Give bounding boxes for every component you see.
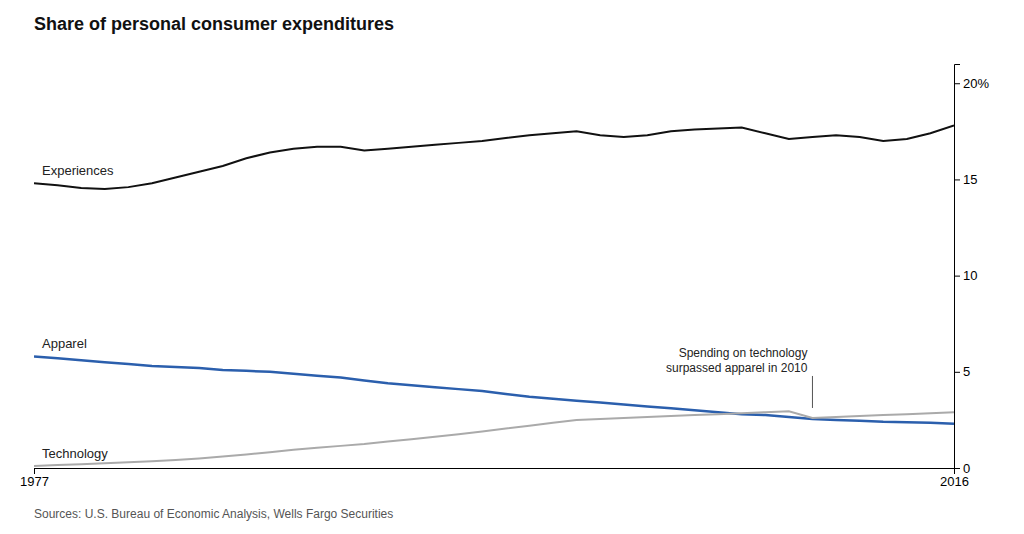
annotation: Spending on technologysurpassed apparel …: [666, 346, 808, 375]
x-axis: 1977 2016: [20, 468, 969, 489]
tick: 15: [954, 172, 977, 187]
tick-mark: [954, 83, 960, 84]
tick-label: 20%: [963, 76, 989, 91]
axis-line: [35, 469, 955, 475]
tick-mark: [34, 468, 35, 474]
tick: 5: [954, 364, 970, 379]
chart: 1977 20160 5 10 15 20% Experiences Apparel Techn…: [0, 0, 1024, 534]
series-line: [34, 126, 954, 189]
series-line: [34, 411, 954, 466]
series-label: Apparel: [42, 336, 87, 351]
tick-mark: [954, 372, 960, 373]
tick-label: 2016: [940, 474, 969, 489]
tick-label: 10: [963, 268, 977, 283]
tick: 20%: [954, 76, 989, 91]
series-label: Experiences: [42, 163, 114, 178]
tick: 0: [954, 461, 970, 476]
source: Sources: U.S. Bureau of Economic Analysi…: [34, 507, 393, 521]
annotations: Spending on technologysurpassed apparel …: [666, 346, 812, 408]
series-line: [34, 356, 954, 423]
tick-label: 5: [963, 364, 970, 379]
annotation-line: [812, 376, 813, 408]
tick-label: 15: [963, 172, 977, 187]
series-label: Technology: [42, 446, 108, 461]
tick-label: 0: [963, 461, 970, 476]
tick: 1977: [20, 468, 49, 489]
y-axis: 0 5 10 15 20%: [954, 65, 989, 476]
tick-label: 1977: [20, 474, 49, 489]
tick: 10: [954, 268, 977, 283]
tick-mark: [954, 468, 960, 469]
axis-line: [955, 65, 961, 469]
title: Share of personal consumer expenditures: [34, 14, 394, 34]
tick-mark: [954, 276, 960, 277]
tick-mark: [954, 179, 960, 180]
plot-area: [34, 126, 954, 467]
series-labels: Experiences Apparel Technology: [42, 163, 114, 461]
